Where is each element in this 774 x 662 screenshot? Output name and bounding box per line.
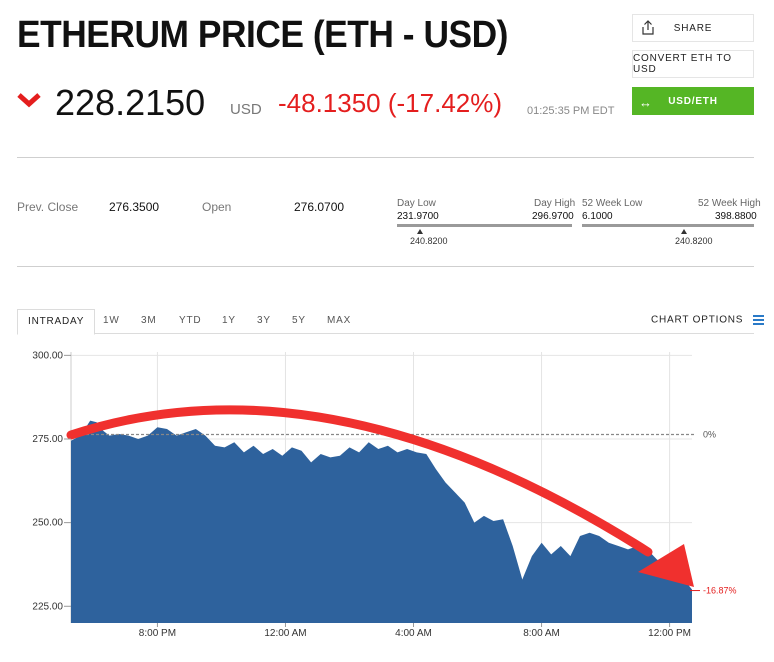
currency-label: USD <box>230 101 262 118</box>
52-week-high-label: 52 Week High <box>698 198 761 209</box>
baseline-percent-label: 0% <box>703 429 716 439</box>
share-label: SHARE <box>673 22 713 34</box>
52-week-range-bar <box>582 224 754 227</box>
tab-3m[interactable]: 3M <box>141 315 157 326</box>
divider <box>17 157 754 158</box>
chart-options-label: CHART OPTIONS <box>651 314 744 326</box>
end-percent-label: -16.87% <box>703 586 737 596</box>
tab-max[interactable]: MAX <box>327 315 352 326</box>
y-tick-label: 300.00 <box>32 350 63 361</box>
down-arrow-icon <box>17 93 41 108</box>
tabs-underline <box>17 333 754 334</box>
tab-1w[interactable]: 1W <box>103 315 120 326</box>
day-low-label: Day Low <box>397 198 436 209</box>
y-axis: 300.00 275.00 250.00 225.00 <box>32 350 71 612</box>
usd-eth-label: USD/ETH <box>668 95 718 107</box>
menu-lines-icon <box>752 313 764 327</box>
x-tick-label: 12:00 AM <box>264 628 306 639</box>
y-tick-label: 250.00 <box>32 518 63 529</box>
tab-ytd[interactable]: YTD <box>179 315 202 326</box>
day-low-value: 231.9700 <box>397 211 439 222</box>
52-week-low-value: 6.1000 <box>582 211 613 222</box>
trend-arrow <box>66 405 653 557</box>
trend-arrow-head <box>638 544 694 587</box>
day-high-value: 296.9700 <box>532 211 574 222</box>
x-tick-label: 12:00 PM <box>648 628 691 639</box>
52-week-high-value: 398.8800 <box>715 211 757 222</box>
day-range-bar <box>397 224 572 227</box>
52-week-range-current: 240.8200 <box>675 236 713 246</box>
divider <box>17 266 754 267</box>
day-range-marker <box>417 229 423 234</box>
price-change: -48.1350 (-17.42%) <box>278 88 503 118</box>
open-value: 276.0700 <box>294 200 345 214</box>
chart-options-button[interactable]: CHART OPTIONS <box>651 313 764 327</box>
prev-close-value: 276.3500 <box>109 200 160 214</box>
x-axis: 8:00 PM 12:00 AM 4:00 AM 8:00 AM 12:00 PM <box>139 623 691 639</box>
x-tick-label: 4:00 AM <box>395 628 432 639</box>
x-tick-label: 8:00 PM <box>139 628 176 639</box>
day-range-current: 240.8200 <box>410 236 448 246</box>
52-week-range-marker <box>681 229 687 234</box>
y-tick-label: 225.00 <box>32 601 63 612</box>
open-label: Open <box>202 200 232 214</box>
52-week-low-label: 52 Week Low <box>582 198 643 209</box>
prev-close-label: Prev. Close <box>17 200 79 214</box>
price-area-series <box>71 420 692 623</box>
price-timestamp: 01:25:35 PM EDT <box>527 105 615 117</box>
usd-eth-toggle-button[interactable]: ↔ USD/ETH <box>632 87 754 115</box>
share-button[interactable]: SHARE <box>632 14 754 42</box>
day-high-label: Day High <box>534 198 576 209</box>
tab-intraday[interactable]: INTRADAY <box>17 309 96 335</box>
tab-5y[interactable]: 5Y <box>292 315 306 326</box>
x-tick-label: 8:00 AM <box>523 628 560 639</box>
current-price: 228.2150 <box>55 82 206 123</box>
share-icon <box>642 20 654 35</box>
swap-arrows-icon: ↔ <box>639 95 653 110</box>
y-tick-label: 275.00 <box>32 434 63 445</box>
tab-1y[interactable]: 1Y <box>222 315 236 326</box>
tab-3y[interactable]: 3Y <box>257 315 271 326</box>
intraday-price-chart: 300.00 275.00 250.00 225.00 8:00 PM 12:00 AM… <box>32 350 737 639</box>
convert-label: CONVERT ETH TO USD <box>633 53 732 75</box>
page-title: ETHERUM PRICE (ETH - USD) <box>17 14 508 56</box>
convert-eth-to-usd-button[interactable]: CONVERT ETH TO USD <box>632 50 754 78</box>
